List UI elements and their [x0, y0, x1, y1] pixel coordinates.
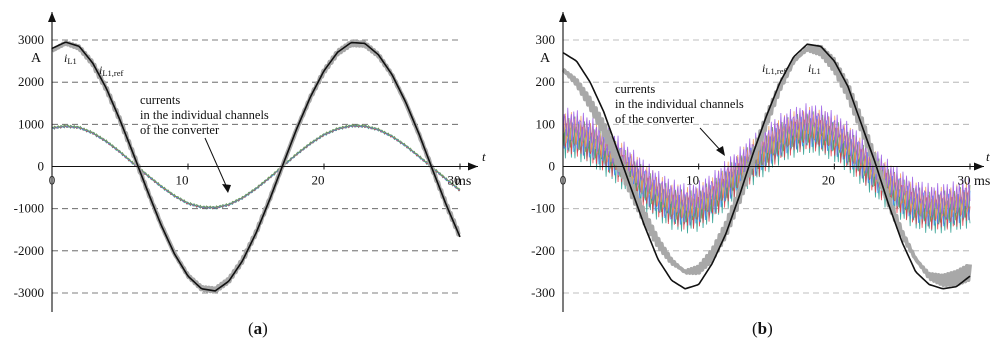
chart-a-y-tick-label: 2000	[18, 74, 44, 89]
chart-b-y-tick-label: 200	[536, 74, 556, 89]
chart-b-y-tick-label: -300	[531, 285, 555, 300]
chart-b-label-il1-sub: L1	[811, 66, 820, 76]
chart-b-annotation-line-3: of the converter	[615, 112, 695, 126]
chart-b-x-unit: ms	[974, 174, 990, 189]
chart-b-il1ref-line	[562, 43, 971, 290]
chart-b-y-axis-arrow	[559, 12, 567, 22]
chart-b-panel-letter: b	[758, 319, 767, 338]
chart-a-annotation-line-1: currents	[140, 93, 180, 107]
chart-a-y-tick-label: 0	[38, 159, 45, 174]
chart-b-label-il1-main: i	[808, 61, 811, 75]
chart-b-label-il1ref-main: i	[762, 61, 765, 75]
chart-b-y-tick-label: 0	[549, 159, 556, 174]
chart-a-grid	[52, 39, 460, 294]
chart-b-annotation-line-1: currents	[615, 82, 655, 96]
chart-b-x-tick-label: 10	[686, 173, 699, 188]
chart-b-ticks: 300 200 100 0 -100 -200 -300 0 10 20 30	[531, 32, 971, 300]
chart-b-annotation-line-2: in the individual channels	[615, 97, 744, 111]
chart-a-ticks: 3000 2000 1000 0 -1000 -2000 -3000 0 10 20 30	[14, 32, 461, 300]
chart-a-annotation-line-3: of the converter	[140, 123, 220, 137]
chart-a-x-unit: ms	[455, 174, 471, 189]
chart-b-x-tick-label: 30	[958, 173, 971, 188]
chart-a-annotation-arrow-line	[204, 137, 229, 191]
chart-a-label-il1ref-sub: L1,ref	[102, 68, 123, 78]
chart-b-axes	[559, 12, 984, 312]
chart-a-panel-label: (a)	[248, 319, 268, 338]
chart-a-annotation-arrow-head	[222, 184, 231, 193]
chart-a-channel-current-line	[51, 123, 461, 209]
chart-b-x-tick-label: 0	[560, 173, 567, 188]
chart-a-y-unit: A	[31, 51, 42, 66]
chart-b-channel-current-line	[562, 103, 971, 216]
chart-a-label-il1ref: iL1,ref	[99, 63, 124, 78]
chart-a-x-tick-label: 0	[49, 173, 56, 188]
chart-b-label-il1ref-sub: L1,ref	[765, 66, 786, 76]
chart-b-annotation-arrow-head	[716, 146, 725, 156]
chart-b-x-tick-label: 20	[822, 173, 835, 188]
chart-a-y-axis-arrow	[48, 12, 56, 22]
chart-b-panel-label: (b)	[752, 319, 773, 338]
chart-b-annotation-arrow-line	[699, 127, 723, 153]
chart-a-x-axis-arrow	[468, 162, 478, 171]
chart-b-y-tick-label: -100	[531, 201, 555, 216]
chart-b-x-axis-symbol: t	[986, 149, 990, 164]
chart-b-y-tick-label: 100	[536, 116, 556, 131]
chart-a-label-il1: iL1	[64, 51, 77, 66]
chart-a-x-tick-label: 30	[448, 173, 461, 188]
chart-a-x-tick-label: 20	[312, 173, 325, 188]
chart-a-channel-current-line	[51, 124, 461, 210]
chart-a-label-il1-sub: L1	[67, 56, 76, 66]
chart-a-y-tick-label: 3000	[18, 32, 44, 47]
chart-a-panel-letter: a	[254, 319, 263, 338]
chart-b-y-tick-label: 300	[536, 32, 556, 47]
chart-a-label-il1-main: i	[64, 51, 67, 65]
chart-a-y-tick-label: -3000	[14, 285, 44, 300]
chart-a-il1ref-line	[51, 41, 461, 292]
chart-a-x-tick-label: 10	[176, 173, 189, 188]
chart-a-x-axis-symbol: t	[482, 149, 486, 164]
chart-b-x-axis-arrow	[974, 162, 984, 171]
chart-a-y-tick-label: -1000	[14, 201, 44, 216]
chart-b-label-il1ref: iL1,ref	[762, 61, 787, 76]
chart-b-y-tick-label: -200	[531, 243, 555, 258]
chart-b-y-unit: A	[540, 51, 551, 66]
chart-a: 3000 2000 1000 0 -1000 -2000 -3000 0 10 20 30 t ms…	[14, 12, 486, 338]
chart-a-axes	[48, 12, 478, 312]
chart-b-series	[561, 43, 972, 290]
chart-a-y-tick-label: 1000	[18, 116, 44, 131]
chart-a-y-tick-label: -2000	[14, 243, 44, 258]
chart-a-series	[50, 39, 461, 294]
chart-a-label-il1ref-main: i	[99, 63, 102, 77]
chart-a-annotation-line-2: in the individual channels	[140, 108, 269, 122]
chart-b-label-il1: iL1	[808, 61, 821, 76]
